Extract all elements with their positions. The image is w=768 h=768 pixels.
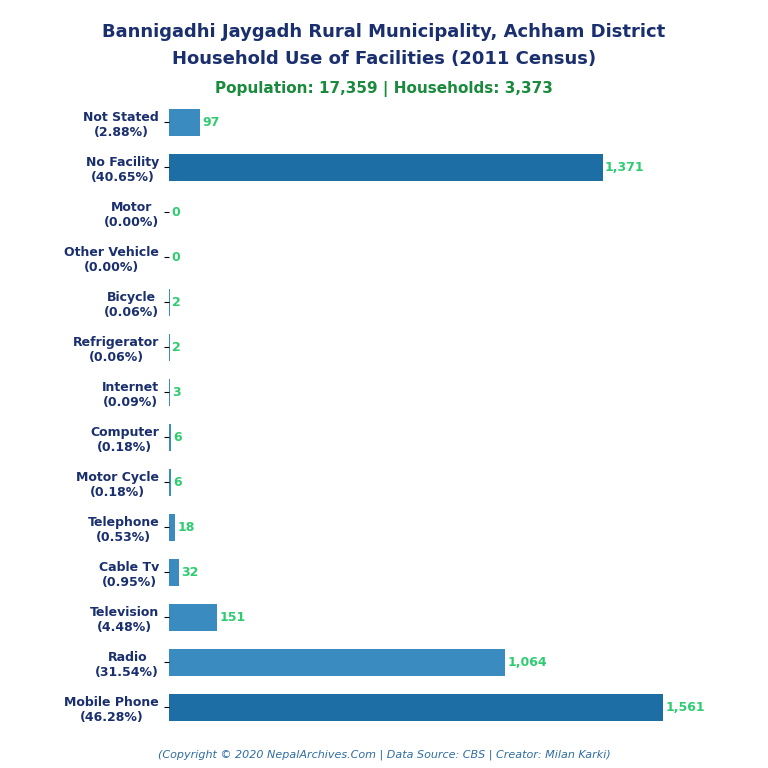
Text: Household Use of Facilities (2011 Census): Household Use of Facilities (2011 Census… [172,50,596,68]
Text: 151: 151 [219,611,246,624]
Text: 0: 0 [171,251,180,263]
Text: 6: 6 [174,431,182,444]
Bar [169,379,170,406]
Bar [169,514,174,541]
Text: 18: 18 [177,521,194,534]
Text: 1,064: 1,064 [508,656,548,669]
Bar [169,558,179,586]
Bar [169,694,663,720]
Bar [169,109,200,136]
Text: Bannigadhi Jaygadh Rural Municipality, Achham District: Bannigadhi Jaygadh Rural Municipality, A… [102,23,666,41]
Bar [169,154,603,180]
Text: 2: 2 [172,296,181,309]
Text: 1,561: 1,561 [665,700,705,713]
Bar [169,649,505,676]
Bar [169,468,170,495]
Bar [169,604,217,631]
Text: 32: 32 [181,566,199,578]
Bar [169,424,170,451]
Text: 0: 0 [171,206,180,219]
Text: Population: 17,359 | Households: 3,373: Population: 17,359 | Households: 3,373 [215,81,553,97]
Text: 2: 2 [172,341,181,354]
Text: 1,371: 1,371 [605,161,644,174]
Text: 6: 6 [174,475,182,488]
Text: 3: 3 [173,386,181,399]
Text: (Copyright © 2020 NepalArchives.Com | Data Source: CBS | Creator: Milan Karki): (Copyright © 2020 NepalArchives.Com | Da… [157,750,611,760]
Text: 97: 97 [202,116,220,129]
